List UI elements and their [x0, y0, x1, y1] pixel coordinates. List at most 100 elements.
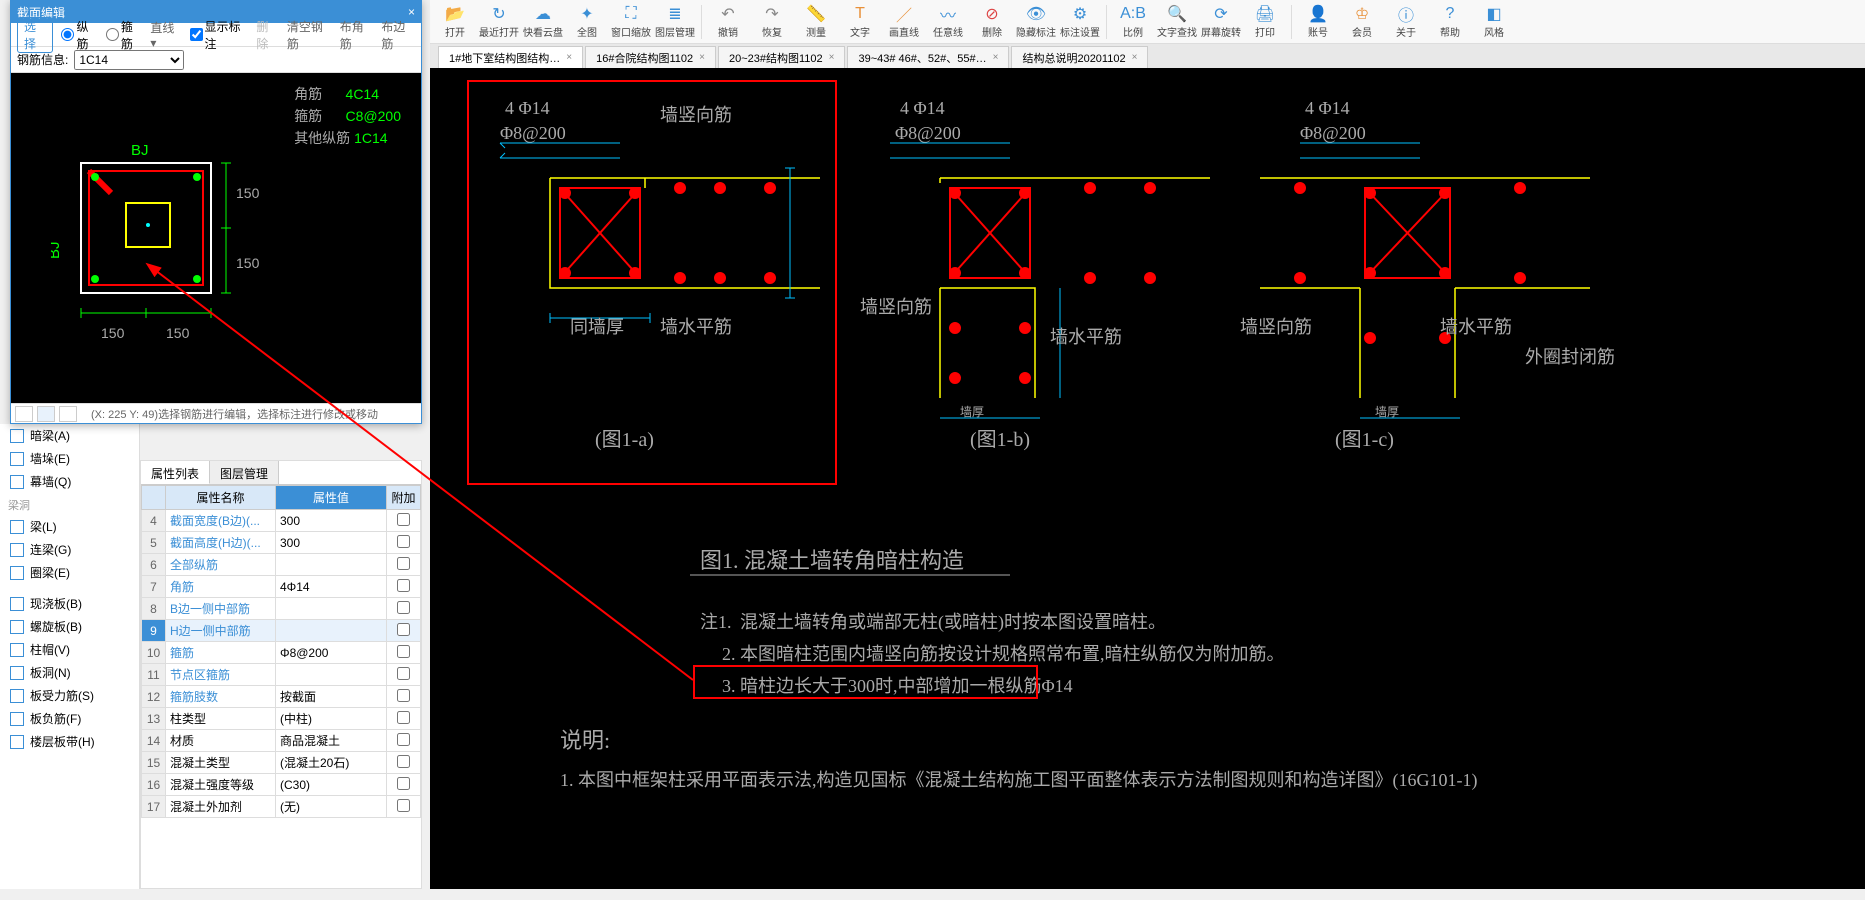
select-mode-button[interactable]: 选择	[17, 17, 53, 53]
category-item[interactable]: 幕墙(Q)	[0, 470, 139, 493]
close-icon[interactable]: ×	[699, 52, 705, 63]
property-row[interactable]: 5截面高度(H边)(...300	[142, 532, 421, 554]
ribbon-打印[interactable]: 🖨打印	[1244, 2, 1286, 42]
property-row[interactable]: 8B边一侧中部筋	[142, 598, 421, 620]
窗口缩放-icon: ⛶	[621, 4, 641, 24]
property-row[interactable]: 10箍筋Φ8@200	[142, 642, 421, 664]
close-icon[interactable]: ×	[1132, 52, 1138, 63]
property-row[interactable]: 6全部纵筋	[142, 554, 421, 576]
property-row[interactable]: 16混凝土强度等级(C30)	[142, 774, 421, 796]
tab-attributes[interactable]: 属性列表	[141, 461, 210, 484]
ribbon-撤销[interactable]: ↶撤销	[707, 2, 749, 42]
radio-stirrup[interactable]: 箍筋	[106, 18, 142, 52]
property-row[interactable]: 12箍筋肢数按截面	[142, 686, 421, 708]
property-extra-checkbox[interactable]	[397, 601, 410, 614]
cad-figlabel-a: (图1-a)	[595, 423, 654, 452]
ribbon-文字[interactable]: T文字	[839, 2, 881, 42]
property-row[interactable]: 11节点区箍筋	[142, 664, 421, 686]
close-icon[interactable]: ×	[566, 52, 572, 63]
category-item[interactable]: 暗梁(A)	[0, 424, 139, 447]
category-item[interactable]: 楼层板带(H)	[0, 730, 139, 753]
ribbon-打开[interactable]: 📂打开	[434, 2, 476, 42]
doc-tab[interactable]: 结构总说明20201102×	[1011, 46, 1148, 68]
doc-tab[interactable]: 16#合院结构图1102×	[585, 46, 716, 68]
close-icon[interactable]: ×	[993, 52, 999, 63]
ribbon-隐藏标注[interactable]: 👁隐藏标注	[1015, 2, 1057, 42]
property-extra-checkbox[interactable]	[397, 535, 410, 548]
category-item[interactable]: 圈梁(E)	[0, 561, 139, 584]
close-icon[interactable]: ×	[829, 52, 835, 63]
ribbon-关于[interactable]: ⓘ关于	[1385, 2, 1427, 42]
doc-tab[interactable]: 39~43# 46#、52#、55#…×	[847, 46, 1009, 68]
svg-text:150: 150	[166, 325, 190, 341]
property-row[interactable]: 4截面宽度(B边)(...300	[142, 510, 421, 532]
status-tool-icon-1[interactable]	[15, 406, 33, 422]
property-extra-checkbox[interactable]	[397, 777, 410, 790]
property-row[interactable]: 7角筋4Φ14	[142, 576, 421, 598]
ribbon-文字查找[interactable]: 🔍文字查找	[1156, 2, 1198, 42]
category-item[interactable]: 连梁(G)	[0, 538, 139, 561]
ribbon-风格[interactable]: ◧风格	[1473, 2, 1515, 42]
property-row[interactable]: 14材质商品混凝土	[142, 730, 421, 752]
property-extra-checkbox[interactable]	[397, 689, 410, 702]
ribbon-任意线[interactable]: 〰任意线	[927, 2, 969, 42]
line-dropdown[interactable]: 直线 ▾	[150, 19, 181, 50]
property-extra-checkbox[interactable]	[397, 513, 410, 526]
radio-longitudinal[interactable]: 纵筋	[61, 18, 97, 52]
category-item[interactable]: 螺旋板(B)	[0, 615, 139, 638]
隐藏标注-icon: 👁	[1026, 4, 1046, 24]
legend-stirrup-val: C8@200	[346, 108, 401, 124]
rebar-info-select[interactable]: 1C14	[74, 50, 184, 70]
ribbon-账号[interactable]: 👤账号	[1297, 2, 1339, 42]
category-item[interactable]: 梁(L)	[0, 515, 139, 538]
property-row[interactable]: 9H边一侧中部筋	[142, 620, 421, 642]
property-row[interactable]: 17混凝土外加剂(无)	[142, 796, 421, 818]
property-extra-checkbox[interactable]	[397, 755, 410, 768]
ribbon-标注设置[interactable]: ⚙标注设置	[1059, 2, 1101, 42]
cad-outer-c: 外圈封闭筋	[1525, 343, 1615, 369]
category-icon	[10, 620, 24, 634]
property-extra-checkbox[interactable]	[397, 623, 410, 636]
property-extra-checkbox[interactable]	[397, 711, 410, 724]
property-extra-checkbox[interactable]	[397, 799, 410, 812]
ribbon-屏幕旋转[interactable]: ⟳屏幕旋转	[1200, 2, 1242, 42]
ribbon-图层管理[interactable]: ≣图层管理	[654, 2, 696, 42]
clear-rebar-link[interactable]: 清空钢筋	[287, 18, 332, 52]
ribbon-测量[interactable]: 📏测量	[795, 2, 837, 42]
ribbon-画直线[interactable]: ／画直线	[883, 2, 925, 42]
section-canvas[interactable]: 角筋 4C14 箍筋 C8@200 其他纵筋 1C14 BJ BJ	[11, 73, 421, 403]
category-item[interactable]: 板负筋(F)	[0, 707, 139, 730]
section-edit-panel: 截面编辑 × 选择 纵筋 箍筋 直线 ▾ 显示标注 删除 清空钢筋 布角筋 布边…	[10, 0, 422, 424]
category-icon	[10, 475, 24, 489]
ribbon-恢复[interactable]: ↷恢复	[751, 2, 793, 42]
property-extra-checkbox[interactable]	[397, 579, 410, 592]
category-item[interactable]: 柱帽(V)	[0, 638, 139, 661]
category-item[interactable]: 墙垛(E)	[0, 447, 139, 470]
ribbon-删除[interactable]: ⊘删除	[971, 2, 1013, 42]
property-extra-checkbox[interactable]	[397, 667, 410, 680]
property-row[interactable]: 13柱类型(中柱)	[142, 708, 421, 730]
edge-rebar-link[interactable]: 布边筋	[381, 18, 415, 52]
category-item[interactable]: 板洞(N)	[0, 661, 139, 684]
corner-rebar-link[interactable]: 布角筋	[340, 18, 374, 52]
property-extra-checkbox[interactable]	[397, 557, 410, 570]
category-item[interactable]: 板受力筋(S)	[0, 684, 139, 707]
show-annotation-checkbox[interactable]: 显示标注	[190, 18, 249, 52]
ribbon-快看云盘[interactable]: ☁快看云盘	[522, 2, 564, 42]
cad-spec2-a: Φ8@200	[500, 123, 566, 144]
ribbon-会员[interactable]: ♔会员	[1341, 2, 1383, 42]
ribbon-比例[interactable]: A:B比例	[1112, 2, 1154, 42]
ribbon-帮助[interactable]: ?帮助	[1429, 2, 1471, 42]
category-icon	[10, 566, 24, 580]
property-extra-checkbox[interactable]	[397, 733, 410, 746]
delete-link[interactable]: 删除	[256, 18, 278, 52]
property-extra-checkbox[interactable]	[397, 645, 410, 658]
ribbon-窗口缩放[interactable]: ⛶窗口缩放	[610, 2, 652, 42]
doc-tab[interactable]: 1#地下室结构图结构…×	[438, 46, 583, 68]
property-row[interactable]: 15混凝土类型(混凝土20石)	[142, 752, 421, 774]
tab-layers[interactable]: 图层管理	[210, 461, 279, 484]
ribbon-最近打开[interactable]: ↻最近打开	[478, 2, 520, 42]
category-item[interactable]: 现浇板(B)	[0, 592, 139, 615]
ribbon-全图[interactable]: ✦全图	[566, 2, 608, 42]
doc-tab[interactable]: 20~23#结构图1102×	[718, 46, 846, 68]
